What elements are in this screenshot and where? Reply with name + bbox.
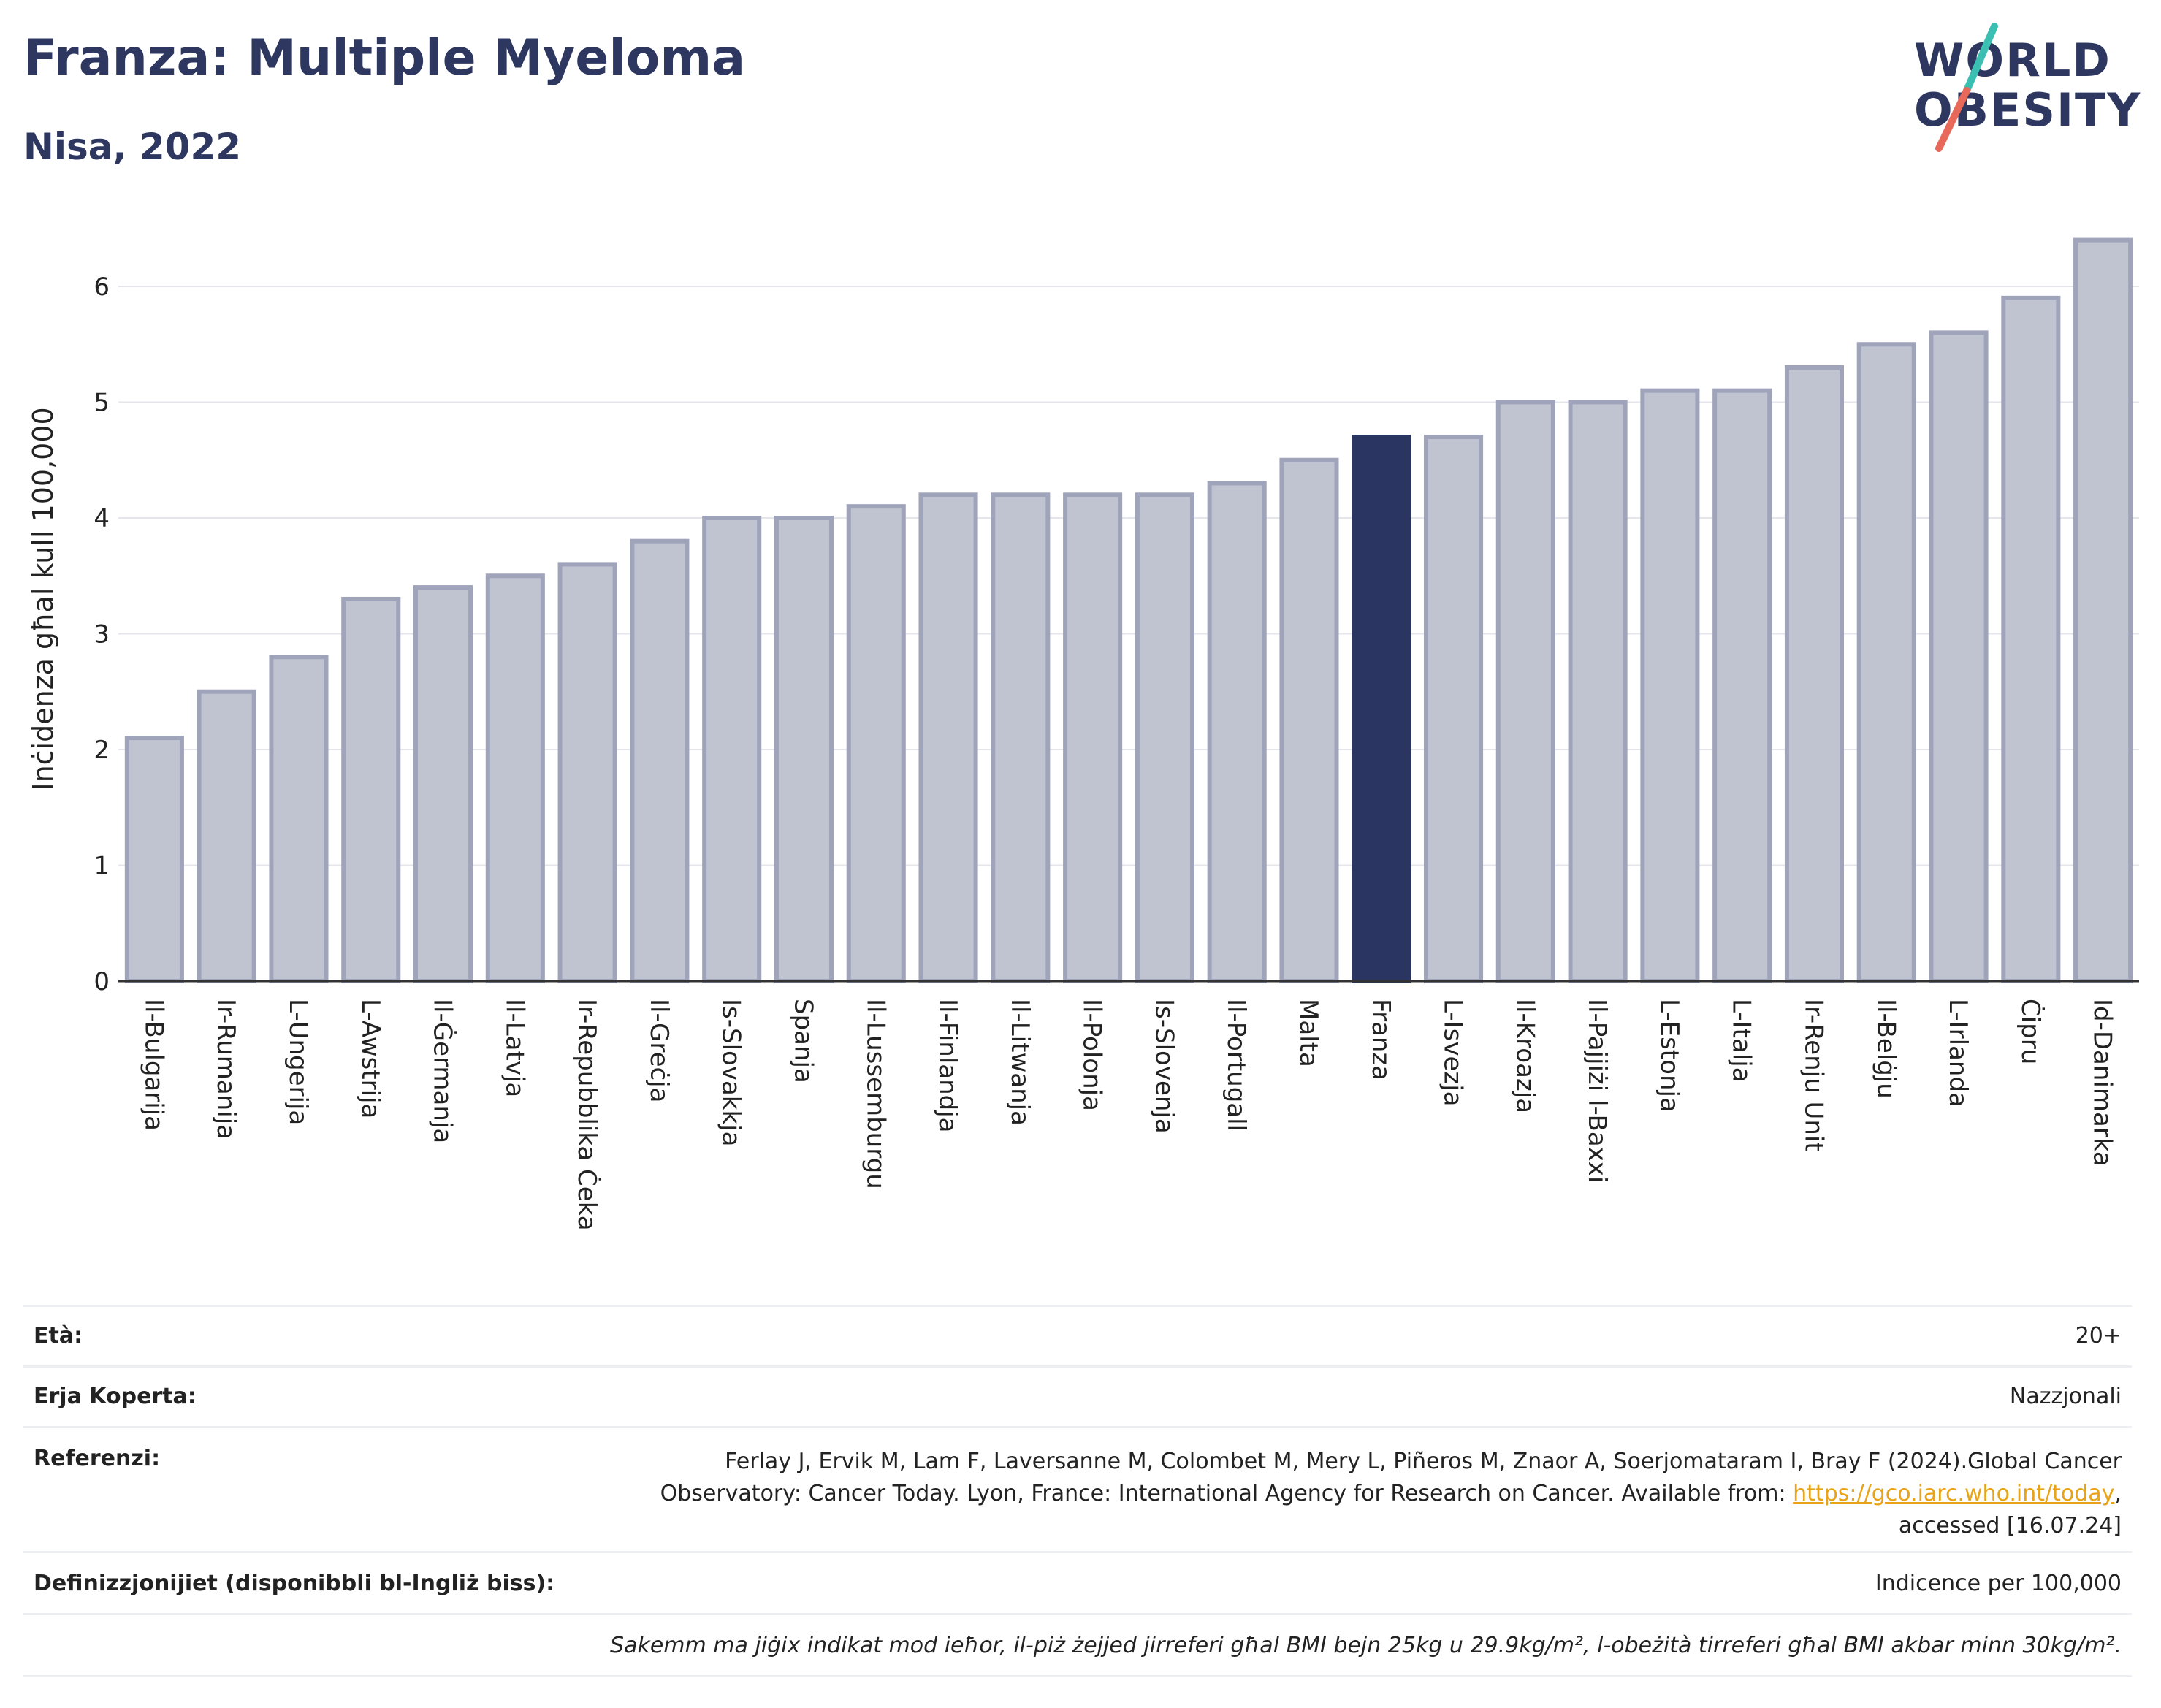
bar [774, 516, 834, 983]
x-tick-label: Ir-Rumanija [211, 999, 240, 1140]
bar [1279, 457, 1339, 983]
chart-subtitle: Nisa, 2022 [23, 126, 242, 168]
age-value: 20+ [2075, 1323, 2122, 1349]
y-tick-label: 1 [94, 852, 110, 881]
x-tick-label: Ir-Renju Unit [1799, 999, 1828, 1152]
info-row-note: Sakemm ma jiġix indikat mod ieħor, il-pi… [23, 1613, 2132, 1677]
bar [918, 492, 978, 983]
bar [341, 596, 401, 983]
references-line-2: Observatory: Cancer Today. Lyon, France:… [660, 1478, 2122, 1510]
x-tick-label: Il-Kroazja [1510, 999, 1539, 1113]
info-row-definitions: Definizzjonijiet (disponibbli bl-Ingliż … [23, 1551, 2132, 1613]
bar-chart: 0 1 2 3 4 5 6 Il-Bulgarija Ir-Rumanija L-Ungerij… [27, 237, 2139, 1231]
y-axis-label: Inċidenza għal kull 100,000 [27, 407, 59, 790]
x-tick-label: Spanja [788, 999, 817, 1083]
x-tick-label: Malta [1294, 999, 1323, 1067]
x-tick-label: Il-Pajjiżi l-Baxxi [1582, 999, 1612, 1183]
bar [1423, 435, 1484, 983]
logo-line-world: WORLD [1914, 34, 2111, 87]
references-line-3: accessed [16.07.24] [1898, 1513, 2122, 1539]
references-line-2-end: , [2114, 1481, 2122, 1506]
bar [1929, 330, 1989, 983]
bar [1640, 388, 1700, 983]
bar [630, 538, 690, 983]
x-tick-label: Il-Belġju [1871, 999, 1900, 1099]
y-tick-label: 4 [94, 504, 110, 533]
x-tick-label: Ir-Repubblika Ċeka [572, 999, 602, 1231]
bar [2073, 237, 2133, 984]
logo-slash-icon [1935, 23, 1998, 152]
references-link[interactable]: https://gco.iarc.who.int/today [1793, 1481, 2115, 1506]
x-tick-label: Franza [1366, 999, 1395, 1080]
coverage-value: Nazzjonali [2009, 1384, 2122, 1409]
bar [1712, 388, 1772, 983]
x-tick-label: Is-Slovenja [1149, 999, 1178, 1134]
x-tick-label: Il-Bulgarija [139, 999, 168, 1131]
info-row-coverage: Erja Koperta: Nazzjonali [23, 1365, 2132, 1426]
x-tick-label: L-Irlanda [1943, 999, 1973, 1107]
references-line-1: Ferlay J, Ervik M, Lam F, Laversanne M, … [725, 1449, 2122, 1474]
y-tick-label: 2 [94, 736, 110, 765]
y-tick-label: 6 [94, 272, 110, 302]
bars [124, 237, 2133, 984]
x-tick-label: Il-Latvja [500, 999, 529, 1097]
bar [557, 562, 617, 983]
x-tick-label: Il-Polonja [1078, 999, 1107, 1111]
bar [1784, 365, 1845, 983]
bar [1063, 492, 1123, 983]
note-text: Sakemm ma jiġix indikat mod ieħor, il-pi… [610, 1633, 2122, 1658]
coverage-label: Erja Koperta: [34, 1384, 197, 1409]
x-tick-label: L-Italja [1727, 999, 1756, 1083]
y-tick-label: 0 [94, 967, 110, 996]
bar [1856, 342, 1916, 983]
y-tick-label: 3 [94, 620, 110, 649]
info-row-age: Età: 20+ [23, 1305, 2132, 1365]
references-value: Ferlay J, Ervik M, Lam F, Laversanne M, … [660, 1446, 2122, 1542]
x-tick-label: Id-Danimarka [2088, 999, 2117, 1167]
definitions-label: Definizzjonijiet (disponibbli bl-Ingliż … [34, 1571, 555, 1596]
bar [991, 492, 1051, 983]
x-tick-labels: Il-Bulgarija Ir-Rumanija L-Ungerija L-Awstr… [139, 999, 2116, 1231]
definitions-value: Indicence per 100,000 [1875, 1571, 2122, 1596]
bar [269, 655, 329, 983]
x-tick-label: Il-Finlandja [933, 999, 962, 1133]
bar [1207, 481, 1267, 983]
bar [485, 573, 545, 983]
bar [1568, 400, 1628, 983]
bar [124, 736, 184, 984]
y-tick-label: 5 [94, 389, 110, 418]
x-tick-label: Is-Slovakkja [717, 999, 746, 1146]
chart-title: Franza: Multiple Myeloma [23, 29, 746, 87]
y-tick-labels: 0 1 2 3 4 5 6 [94, 272, 110, 996]
x-tick-label: L-Awstrija [356, 999, 385, 1118]
info-table: Età: 20+ Erja Koperta: Nazzjonali Refere… [23, 1305, 2132, 1677]
x-tick-label: L-Estonja [1655, 999, 1684, 1113]
bar [1135, 492, 1194, 983]
x-tick-label: L-Ungerija [283, 999, 313, 1125]
world-obesity-logo: WORLD OBESITY [1907, 20, 2141, 159]
x-tick-label: Ċipru [2016, 999, 2046, 1064]
x-tick-label: Il-Litwanja [1005, 999, 1034, 1126]
x-tick-label: Il-Portugall [1221, 999, 1251, 1132]
x-tick-label: L-Isvezja [1438, 999, 1468, 1107]
bar [413, 585, 473, 983]
x-tick-label: Il-Lussemburgu [861, 999, 890, 1189]
age-label: Età: [34, 1323, 83, 1349]
references-label: Referenzi: [34, 1446, 161, 1471]
x-tick-label: Il-Greċja [644, 999, 674, 1102]
references-line-2-text: Observatory: Cancer Today. Lyon, France:… [660, 1481, 1794, 1506]
bar [1352, 435, 1411, 983]
bar [702, 516, 762, 983]
bar [846, 504, 906, 983]
bar [2001, 295, 2061, 984]
info-row-references: Referenzi: Ferlay J, Ervik M, Lam F, Lav… [23, 1426, 2132, 1551]
bar [1495, 400, 1555, 983]
x-tick-label: Il-Ġermanja [428, 999, 458, 1143]
bar [197, 689, 256, 983]
